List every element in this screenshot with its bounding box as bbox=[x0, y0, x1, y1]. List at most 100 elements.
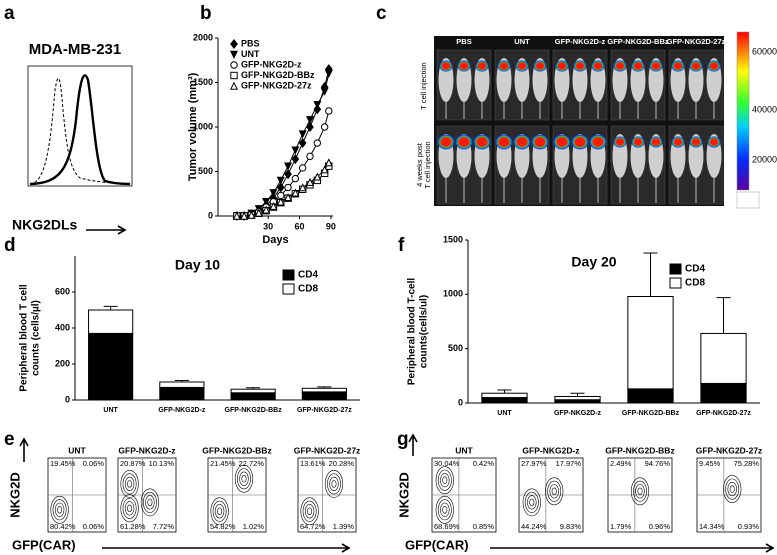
contour bbox=[522, 488, 541, 517]
contour bbox=[120, 469, 139, 498]
marker bbox=[247, 210, 256, 219]
quadrant-percent: 54.82% bbox=[210, 522, 236, 531]
contour bbox=[142, 491, 157, 513]
legend-swatch bbox=[669, 263, 682, 275]
legend-swatch bbox=[282, 283, 295, 295]
histogram-control bbox=[29, 77, 131, 185]
x-tick-label: GFP-NKG2D-BBz bbox=[622, 410, 680, 417]
panel-letter: f bbox=[398, 235, 405, 256]
x-axis-label: Days bbox=[262, 234, 288, 246]
plot-title: UNT bbox=[455, 445, 473, 455]
contour bbox=[122, 497, 137, 519]
x-axis-label: GFP(CAR) bbox=[12, 537, 76, 552]
plot-title: GFP-NKG2D-27z bbox=[696, 445, 763, 455]
legend-marker bbox=[229, 81, 239, 90]
marker bbox=[284, 169, 292, 180]
signal bbox=[707, 136, 721, 148]
panel-letter: g bbox=[397, 429, 409, 450]
contour bbox=[437, 499, 452, 521]
contour bbox=[239, 471, 249, 486]
bar-segment bbox=[230, 392, 276, 401]
legend-label: GFP-NKG2D-z bbox=[241, 59, 302, 69]
legend-marker bbox=[230, 71, 238, 80]
marker bbox=[298, 164, 307, 172]
quadrant-percent: 14.34% bbox=[699, 522, 725, 531]
y-tick-label: 400 bbox=[55, 322, 70, 332]
contour bbox=[57, 506, 63, 514]
marker bbox=[298, 130, 307, 139]
quadrant-percent: 10.13% bbox=[149, 459, 175, 468]
bar-segment bbox=[481, 392, 528, 399]
signal bbox=[497, 60, 511, 72]
marker bbox=[276, 197, 285, 206]
marker bbox=[240, 211, 249, 220]
marker bbox=[291, 154, 300, 165]
quadrant-percent: 9.83% bbox=[560, 522, 582, 531]
signal bbox=[457, 60, 471, 72]
bar-segment bbox=[554, 395, 601, 401]
histogram-frame bbox=[27, 65, 133, 187]
signal bbox=[513, 134, 531, 150]
contour bbox=[331, 480, 337, 488]
signal bbox=[689, 60, 703, 72]
legend-label: CD4 bbox=[685, 264, 705, 275]
contour bbox=[52, 499, 67, 521]
histogram-stained bbox=[29, 74, 131, 186]
contour bbox=[304, 504, 315, 519]
marker bbox=[306, 152, 314, 161]
error-bar bbox=[174, 380, 189, 382]
signal bbox=[515, 60, 529, 72]
legend-label: CD8 bbox=[685, 278, 705, 289]
colorbar-tick-label: 40000 bbox=[752, 104, 777, 114]
bar-segment bbox=[627, 388, 674, 404]
contour bbox=[234, 464, 254, 493]
marker bbox=[269, 201, 278, 210]
contour bbox=[210, 497, 229, 526]
signal bbox=[533, 60, 547, 72]
signal bbox=[671, 136, 685, 148]
contour bbox=[524, 491, 539, 513]
quadrant-percent: 1.79% bbox=[610, 522, 632, 531]
contour bbox=[212, 500, 227, 522]
panel-letter: a bbox=[4, 3, 15, 24]
marker bbox=[262, 205, 271, 214]
colorbar-note bbox=[736, 191, 760, 209]
y-axis-label: counts (cells/µl) bbox=[31, 300, 42, 376]
contour bbox=[725, 478, 740, 500]
quadrant-percent: 20.87% bbox=[120, 459, 146, 468]
signal bbox=[531, 134, 549, 150]
signal bbox=[573, 60, 587, 72]
contour bbox=[435, 495, 454, 524]
quadrant-percent: 61.28% bbox=[120, 522, 146, 531]
marker bbox=[305, 116, 315, 125]
x-tick-label: GFP-NKG2D-27z bbox=[297, 407, 352, 414]
contour bbox=[529, 498, 535, 507]
quadrant-percent: 7.72% bbox=[153, 522, 175, 531]
contour bbox=[217, 507, 223, 515]
signal bbox=[555, 60, 569, 72]
x-tick-label: 30 bbox=[263, 221, 273, 231]
chart-title: Day 10 bbox=[175, 257, 220, 273]
bar-segment bbox=[88, 309, 134, 334]
contour bbox=[214, 504, 225, 519]
contour bbox=[147, 498, 153, 507]
contour bbox=[140, 488, 159, 517]
marker bbox=[284, 192, 293, 202]
marker bbox=[306, 121, 314, 133]
contour bbox=[324, 469, 344, 498]
contour bbox=[124, 501, 135, 516]
quadrant-percent: 9.45% bbox=[699, 459, 721, 468]
error-bar bbox=[497, 389, 512, 394]
y-tick-label: 1000 bbox=[443, 289, 463, 299]
contour bbox=[237, 468, 251, 490]
contour bbox=[435, 466, 454, 495]
signal bbox=[437, 134, 455, 150]
y-axis-label: NKG2D bbox=[7, 472, 22, 518]
group-label: GFP-NKG2D-27z bbox=[667, 37, 726, 46]
legend-swatch bbox=[669, 277, 682, 289]
colorbar-tick-label: 60000 bbox=[752, 46, 777, 56]
y-tick-label: 0 bbox=[208, 210, 213, 220]
quadrant-percent: 17.97% bbox=[556, 459, 582, 468]
marker bbox=[284, 183, 292, 192]
